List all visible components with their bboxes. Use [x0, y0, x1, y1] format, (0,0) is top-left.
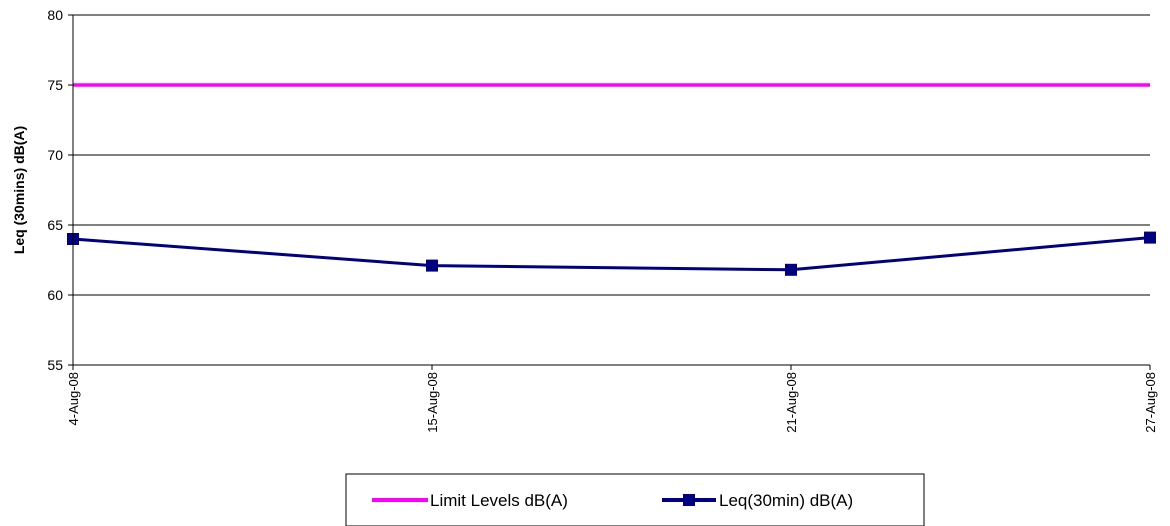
y-tick-label: 55: [47, 357, 63, 373]
y-axis-label: Leq (30mins) dB(A): [11, 126, 27, 254]
y-axis-ticks: 55 60 65 70 75 80: [47, 7, 73, 373]
series-line: [72, 236, 1151, 272]
legend-box: [345, 473, 925, 526]
y-tick-label: 60: [47, 287, 63, 303]
x-axis-ticks: 4-Aug-08 15-Aug-08 21-Aug-08 27-Aug-08: [66, 365, 1158, 433]
y-tick-label: 70: [47, 147, 63, 163]
legend-label-limit-levels: Limit Levels dB(A): [430, 491, 568, 510]
y-tick-label: 80: [47, 7, 63, 23]
plot-area: [73, 15, 1150, 365]
x-tick-label: 4-Aug-08: [66, 372, 81, 425]
x-tick-label: 15-Aug-08: [425, 372, 440, 433]
y-tick-label: 65: [47, 217, 63, 233]
series-group: [67, 83, 1156, 276]
legend: Limit Levels dB(A) Leq(30min) dB(A): [345, 473, 925, 526]
x-tick-label: 21-Aug-08: [784, 372, 799, 433]
data-point-marker: [785, 263, 797, 276]
data-point-marker: [426, 259, 438, 272]
y-tick-label: 75: [47, 77, 63, 93]
x-tick-label: 27-Aug-08: [1143, 372, 1158, 433]
legend-marker-leq: [683, 494, 695, 506]
data-point-marker: [1144, 231, 1156, 244]
legend-label-leq: Leq(30min) dB(A): [719, 491, 853, 510]
